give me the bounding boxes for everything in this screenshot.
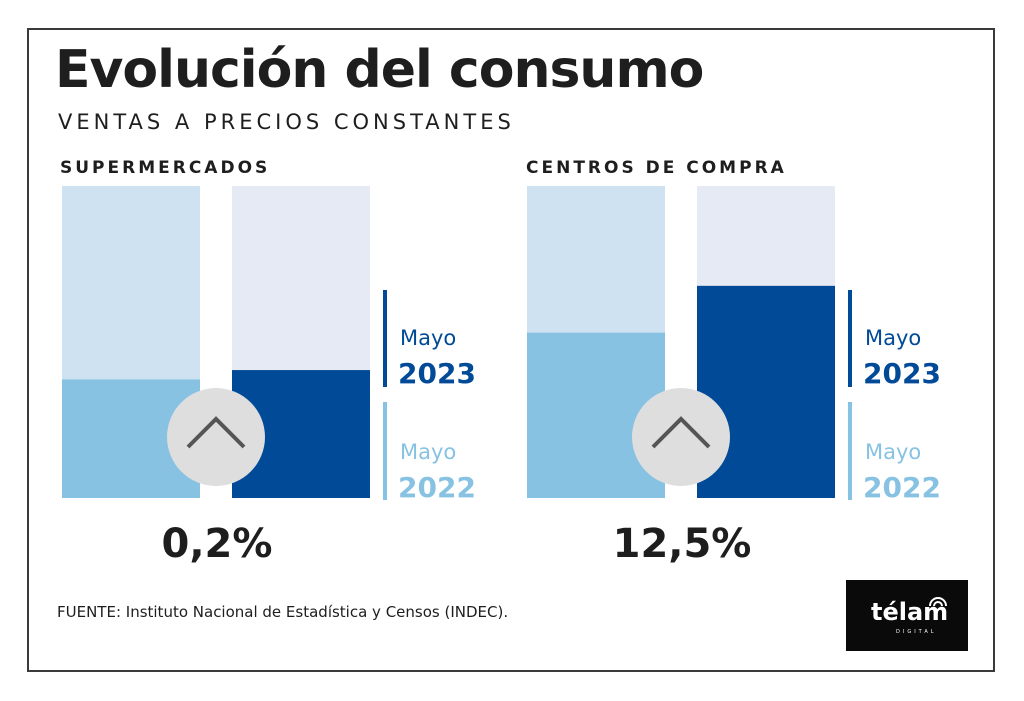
legend-year-2023: 2023 [863,357,941,390]
panel-title-centros-de-compra: CENTROS DE COMPRA [526,158,787,178]
page-subtitle: VENTAS A PRECIOS CONSTANTES [58,110,515,134]
legend-year-2022: 2022 [863,471,941,504]
page-title: Evolución del consumo [55,40,704,100]
legend-month-2023: Mayo [400,326,457,350]
infographic-frame [27,28,995,672]
legend-year-2023: 2023 [398,357,476,390]
legend-year-2022: 2022 [398,471,476,504]
legend-swatch-2023 [848,290,852,387]
legend-supermercados: Mayo 2023 Mayo 2022 [383,290,493,504]
change-percent-centros-de-compra: 12,5% [612,521,752,567]
telam-logo: télam DIGITAL [846,580,968,651]
legend-month-2022: Mayo [865,440,922,464]
legend-swatch-2022 [848,402,852,500]
legend-centros-de-compra: Mayo 2023 Mayo 2022 [848,290,958,504]
legend-swatch-2022 [383,402,387,500]
legend-month-2022: Mayo [400,440,457,464]
change-percent-supermercados: 0,2% [161,521,273,567]
legend-swatch-2023 [383,290,387,387]
trend-up-icon [186,416,246,449]
legend-month-2023: Mayo [865,326,922,350]
trend-circle [167,388,265,486]
logo-subtitle: DIGITAL [896,629,937,635]
trend-up-icon [651,416,711,449]
source-note: FUENTE: Instituto Nacional de Estadístic… [57,603,509,621]
panel-title-supermercados: SUPERMERCADOS [60,158,271,178]
trend-circle [632,388,730,486]
signal-icon [929,597,947,607]
